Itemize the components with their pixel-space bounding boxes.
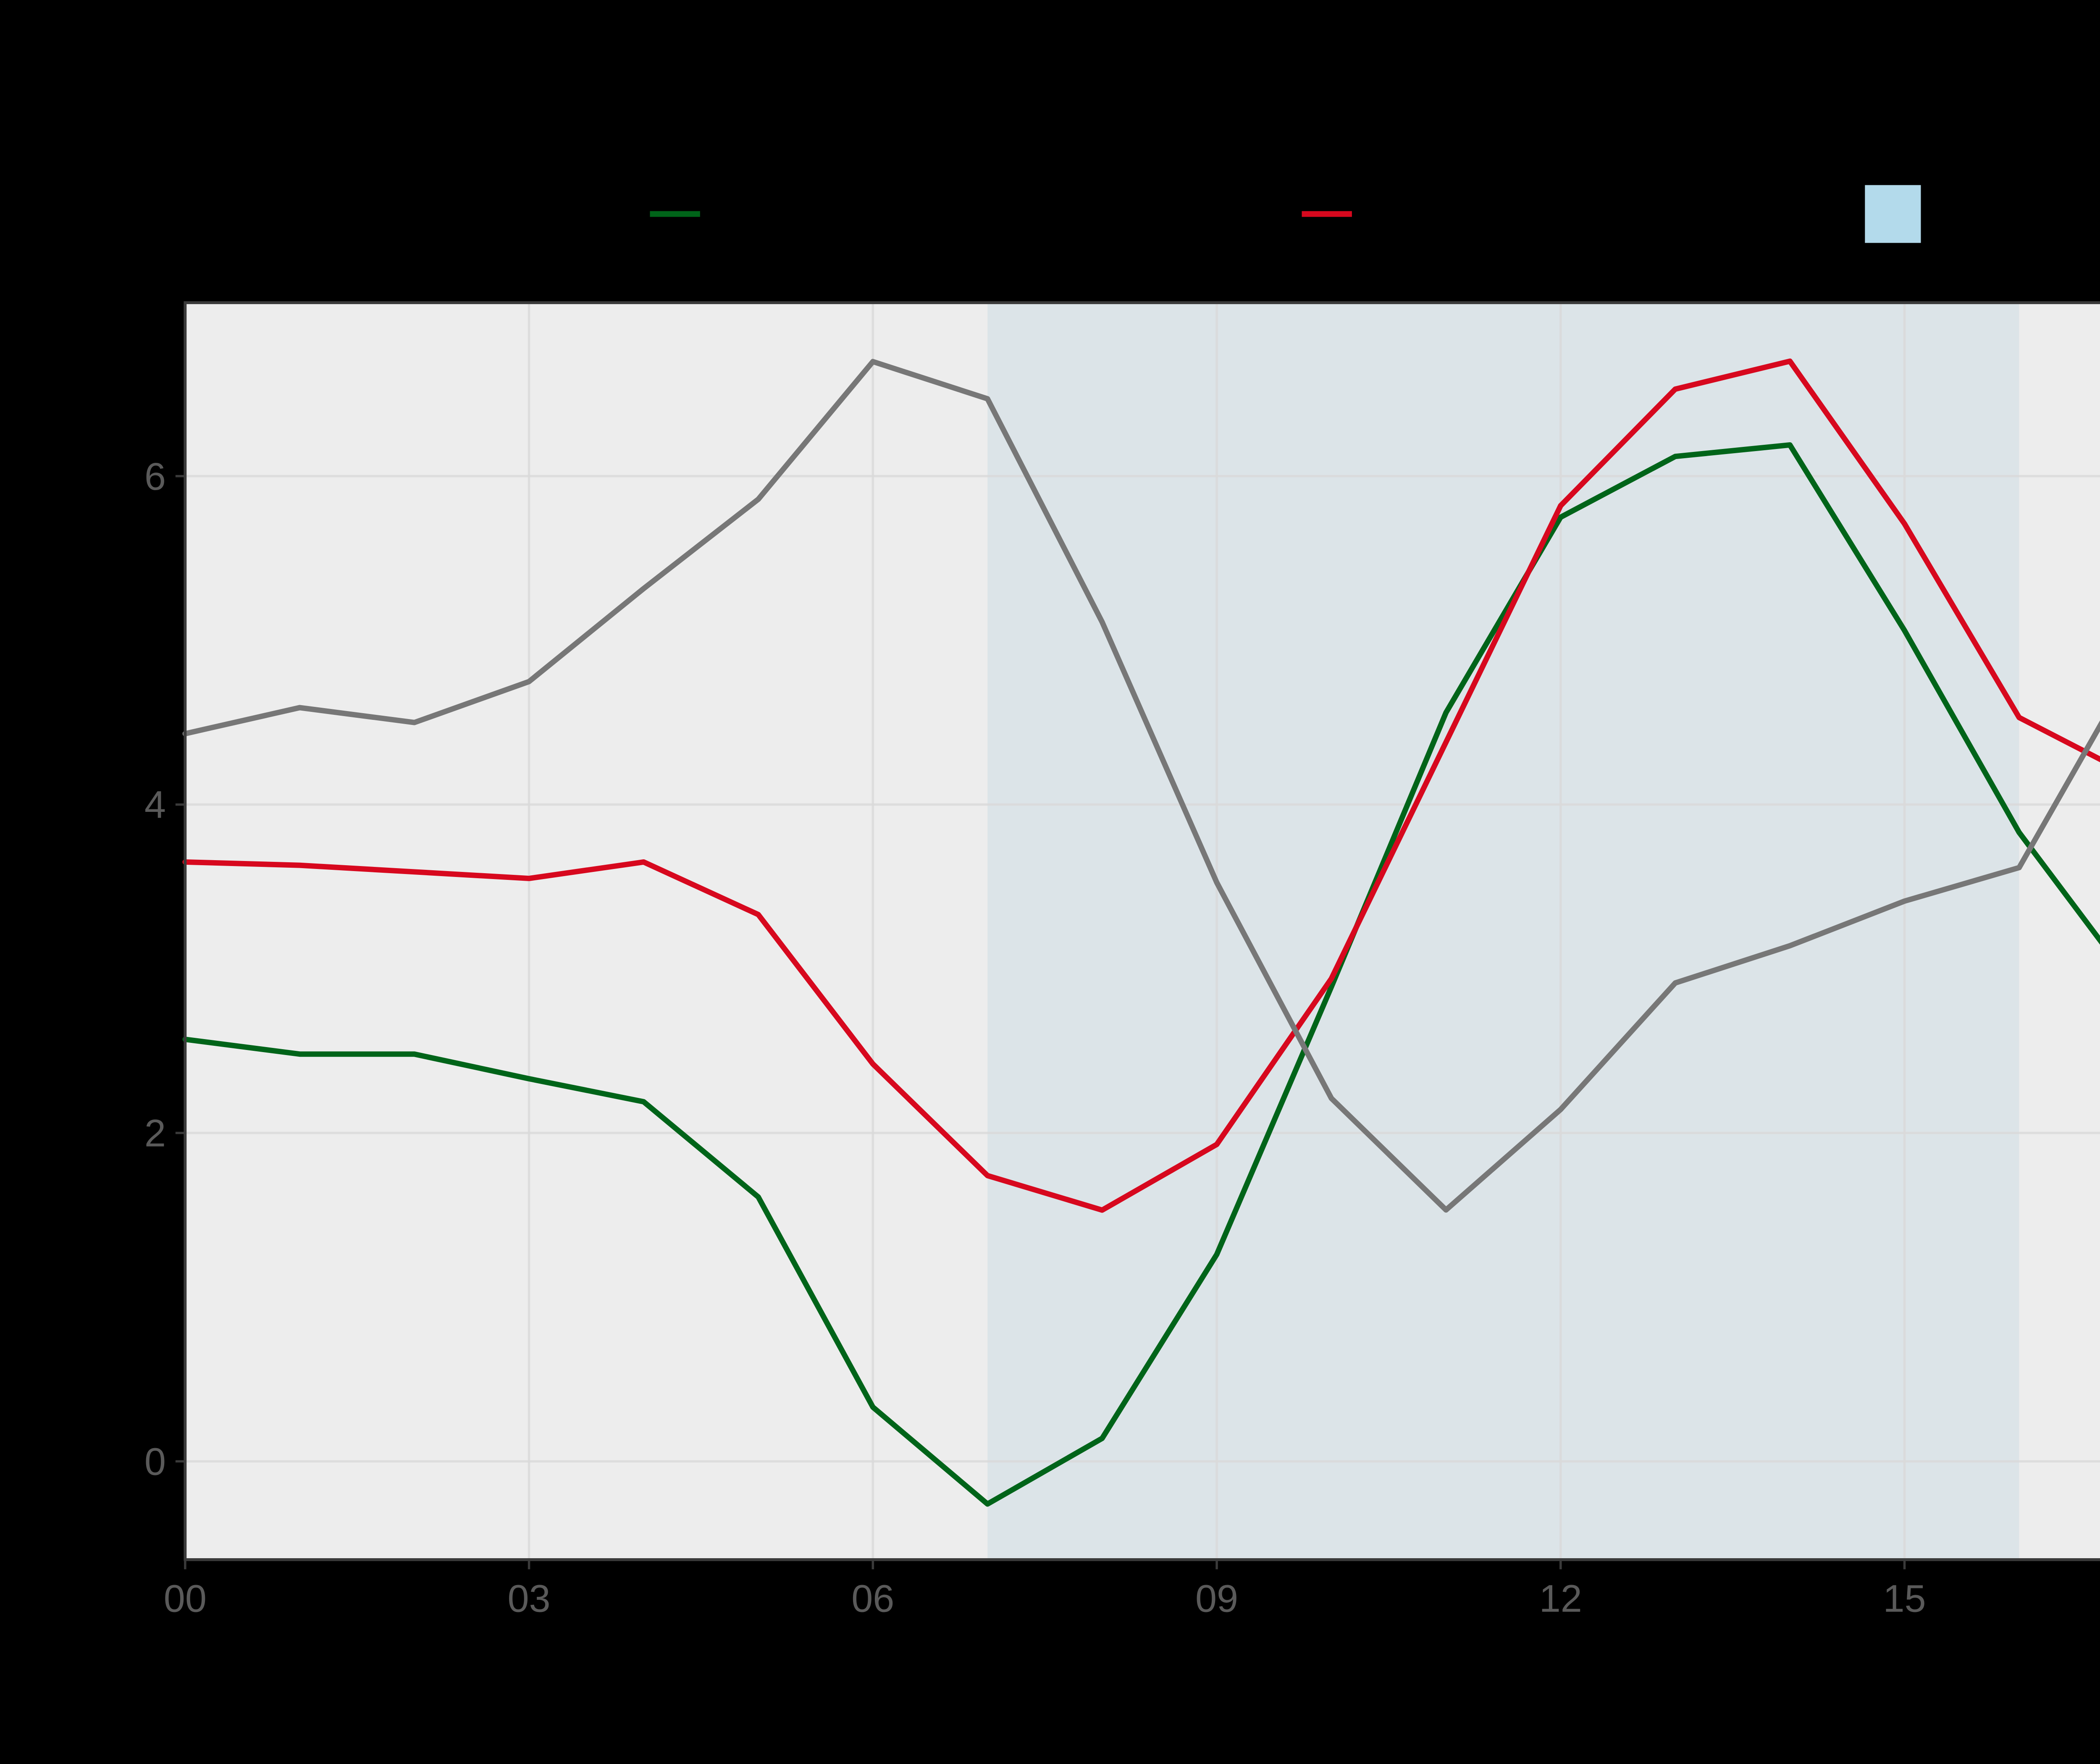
x-axis: 0003060912151821 [164, 1559, 1926, 1620]
panel-border [184, 301, 2100, 1561]
plot-panel [182, 301, 2100, 1561]
legend-item-shade [1865, 185, 1921, 243]
x-tick-label: 15 [1883, 1577, 1926, 1620]
series-line-2 [182, 358, 2100, 1213]
series-line-1 [182, 442, 2100, 1507]
legend [650, 185, 1921, 243]
series-line-3 [182, 359, 2100, 1213]
x-tick-label: 03 [507, 1577, 550, 1620]
y-left-tick-label: 4 [144, 784, 166, 827]
y-left-tick-label: 0 [144, 1440, 166, 1483]
x-tick-label: 12 [1539, 1577, 1582, 1620]
y-left-tick-label: 6 [144, 455, 166, 498]
x-tick-label: 09 [1195, 1577, 1238, 1620]
y-left-tick-label: 2 [144, 1112, 166, 1155]
x-tick-label: 06 [851, 1577, 894, 1620]
series-lines [182, 358, 2100, 1507]
y-axis-left: 0 2 4 6 [144, 455, 185, 1483]
x-tick-label: 00 [164, 1577, 207, 1620]
legend-box-lightblue-icon [1865, 185, 1921, 243]
